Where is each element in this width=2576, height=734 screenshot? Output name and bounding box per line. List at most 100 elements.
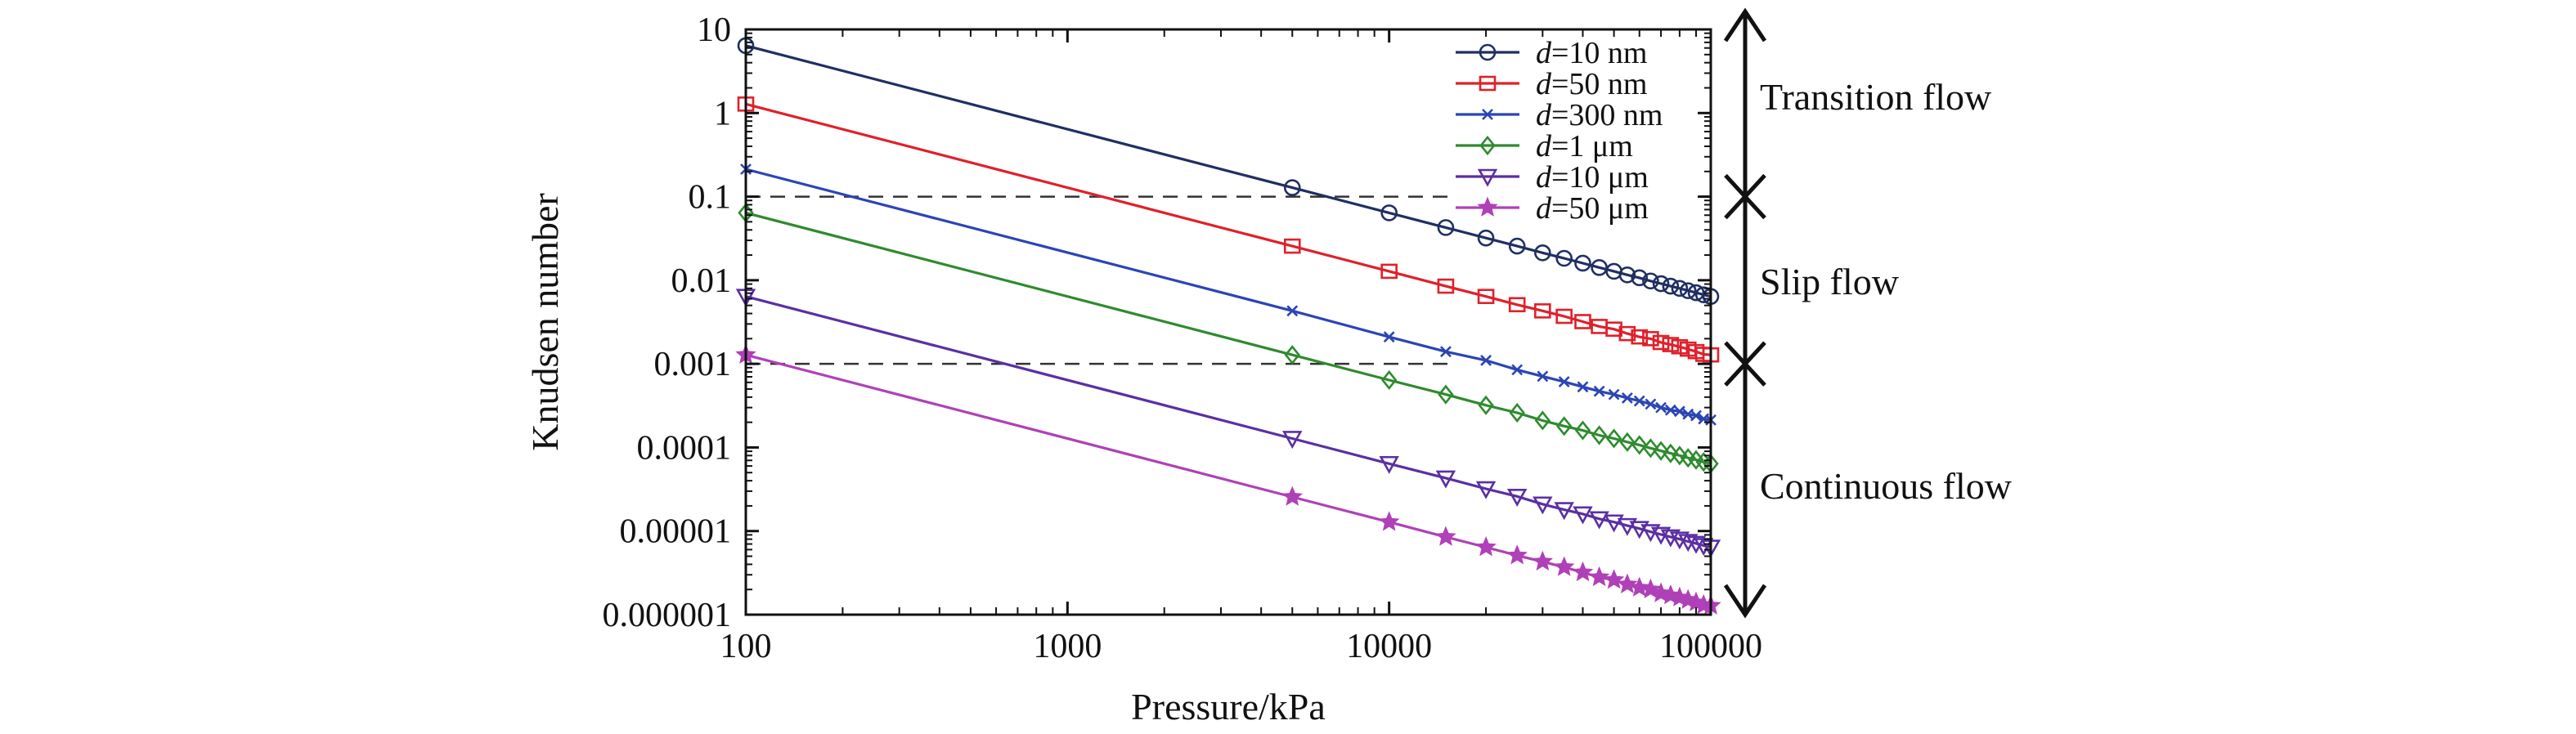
flow-regime-annotations: Transition flow Slip flow Continuous flow — [1723, 7, 2013, 619]
data-point — [1574, 254, 1591, 272]
data-point — [1663, 443, 1679, 463]
data-point — [1655, 401, 1667, 414]
data-point — [1662, 277, 1680, 295]
legend-value: =10 μm — [1551, 160, 1649, 195]
data-point — [1378, 511, 1400, 531]
data-point — [1286, 305, 1299, 317]
legend-value: =50 nm — [1551, 67, 1648, 101]
data-point — [1283, 179, 1301, 196]
legend-variable: d — [1536, 98, 1552, 132]
data-point — [1631, 435, 1648, 455]
data-point — [1508, 297, 1526, 313]
legend-marker — [1479, 75, 1497, 92]
data-point — [1631, 269, 1649, 287]
data-point — [1678, 534, 1699, 553]
data-point — [1380, 204, 1398, 222]
legend-entry: d=10 μm — [1456, 160, 1649, 195]
series-3 — [740, 163, 1717, 426]
data-point — [1591, 425, 1608, 445]
data-point — [1628, 576, 1650, 597]
data-point — [1645, 398, 1657, 410]
arrow-down-icon — [1723, 584, 1767, 619]
data-point — [1608, 388, 1620, 401]
data-point — [1642, 331, 1659, 347]
data-point — [1633, 395, 1645, 407]
legend-entry: d=1 μm — [1456, 129, 1633, 163]
legend-variable: d — [1536, 191, 1552, 226]
data-point — [1283, 238, 1301, 254]
plot-frame — [744, 28, 1712, 616]
data-point — [1577, 381, 1589, 393]
y-tick-label: 0.00001 — [620, 513, 732, 551]
arrow-up-icon — [1723, 7, 1767, 43]
series-1 — [737, 37, 1720, 305]
data-point — [1506, 488, 1528, 507]
legend-entry: d=50 μm — [1456, 191, 1649, 226]
data-point — [1617, 517, 1638, 536]
data-point — [1555, 308, 1573, 324]
data-point — [1671, 280, 1689, 298]
data-point — [1537, 370, 1549, 383]
data-point — [1437, 219, 1455, 236]
legend-value: =10 nm — [1551, 36, 1648, 70]
data-point — [1555, 249, 1573, 267]
data-point — [1437, 278, 1455, 294]
legend-label: d=300 nm — [1536, 98, 1663, 132]
legend-label: d=50 μm — [1536, 191, 1649, 226]
legend-label: d=10 nm — [1536, 36, 1648, 70]
y-tick-label: 1 — [714, 95, 731, 132]
data-point — [1282, 431, 1303, 450]
legend-marker — [1482, 109, 1493, 120]
series-2 — [737, 96, 1720, 363]
data-point — [1574, 314, 1591, 329]
data-point — [1685, 535, 1707, 554]
data-point — [1438, 384, 1454, 405]
data-point — [1631, 329, 1649, 345]
data-point — [1380, 263, 1398, 280]
regime-label: Transition flow — [1760, 76, 1992, 118]
data-point — [1440, 346, 1452, 358]
series-5 — [735, 289, 1721, 558]
data-point — [1617, 573, 1638, 593]
data-point — [1477, 229, 1495, 247]
data-point — [1572, 561, 1594, 582]
data-point — [1558, 376, 1570, 388]
y-tick-label: 0.1 — [689, 179, 732, 217]
x-tick-label: 100000 — [1659, 628, 1762, 665]
data-point — [1534, 410, 1551, 431]
data-point — [1662, 337, 1680, 352]
y-axis-title: Knudsen number — [524, 193, 566, 451]
legend-value: =1 μm — [1551, 129, 1633, 163]
legend-value: =50 μm — [1551, 191, 1649, 226]
regime-label: Continuous flow — [1760, 465, 2013, 507]
data-point — [1673, 405, 1685, 418]
y-tick-label: 0.001 — [654, 346, 732, 383]
data-point — [1480, 354, 1492, 366]
series-layer — [735, 37, 1721, 615]
x-tick-label: 1000 — [1033, 628, 1102, 665]
y-tick-label: 0.000001 — [603, 597, 732, 634]
axis-ticks: 100 1000 10000 100000 10 1 0.1 0.01 0.001 0.0001 0… — [603, 11, 1763, 665]
data-point — [1475, 481, 1497, 499]
legend: d=10 nmd=50 nmd=300 nmd=1 μmd=10 μmd=50 … — [1456, 36, 1663, 226]
series-line — [745, 44, 1712, 298]
legend-marker — [1477, 168, 1498, 187]
data-point — [1435, 526, 1456, 546]
x-tick-label: 100 — [720, 628, 772, 665]
y-tick-label: 10 — [697, 11, 731, 49]
legend-marker — [1479, 43, 1497, 61]
data-point — [1589, 511, 1609, 530]
data-point — [1694, 538, 1714, 557]
y-tick-label: 0.01 — [671, 262, 732, 300]
legend-variable: d — [1536, 67, 1552, 101]
data-point — [1509, 402, 1525, 423]
legend-value: =300 nm — [1551, 98, 1663, 132]
boundary-arrows-icon — [1724, 341, 1766, 387]
data-point — [1554, 556, 1575, 576]
data-point — [1284, 345, 1300, 365]
legend-marker — [1479, 135, 1496, 156]
legend-label: d=50 nm — [1536, 67, 1648, 101]
data-point — [1621, 392, 1633, 404]
legend-variable: d — [1536, 160, 1552, 195]
series-6 — [735, 343, 1721, 615]
